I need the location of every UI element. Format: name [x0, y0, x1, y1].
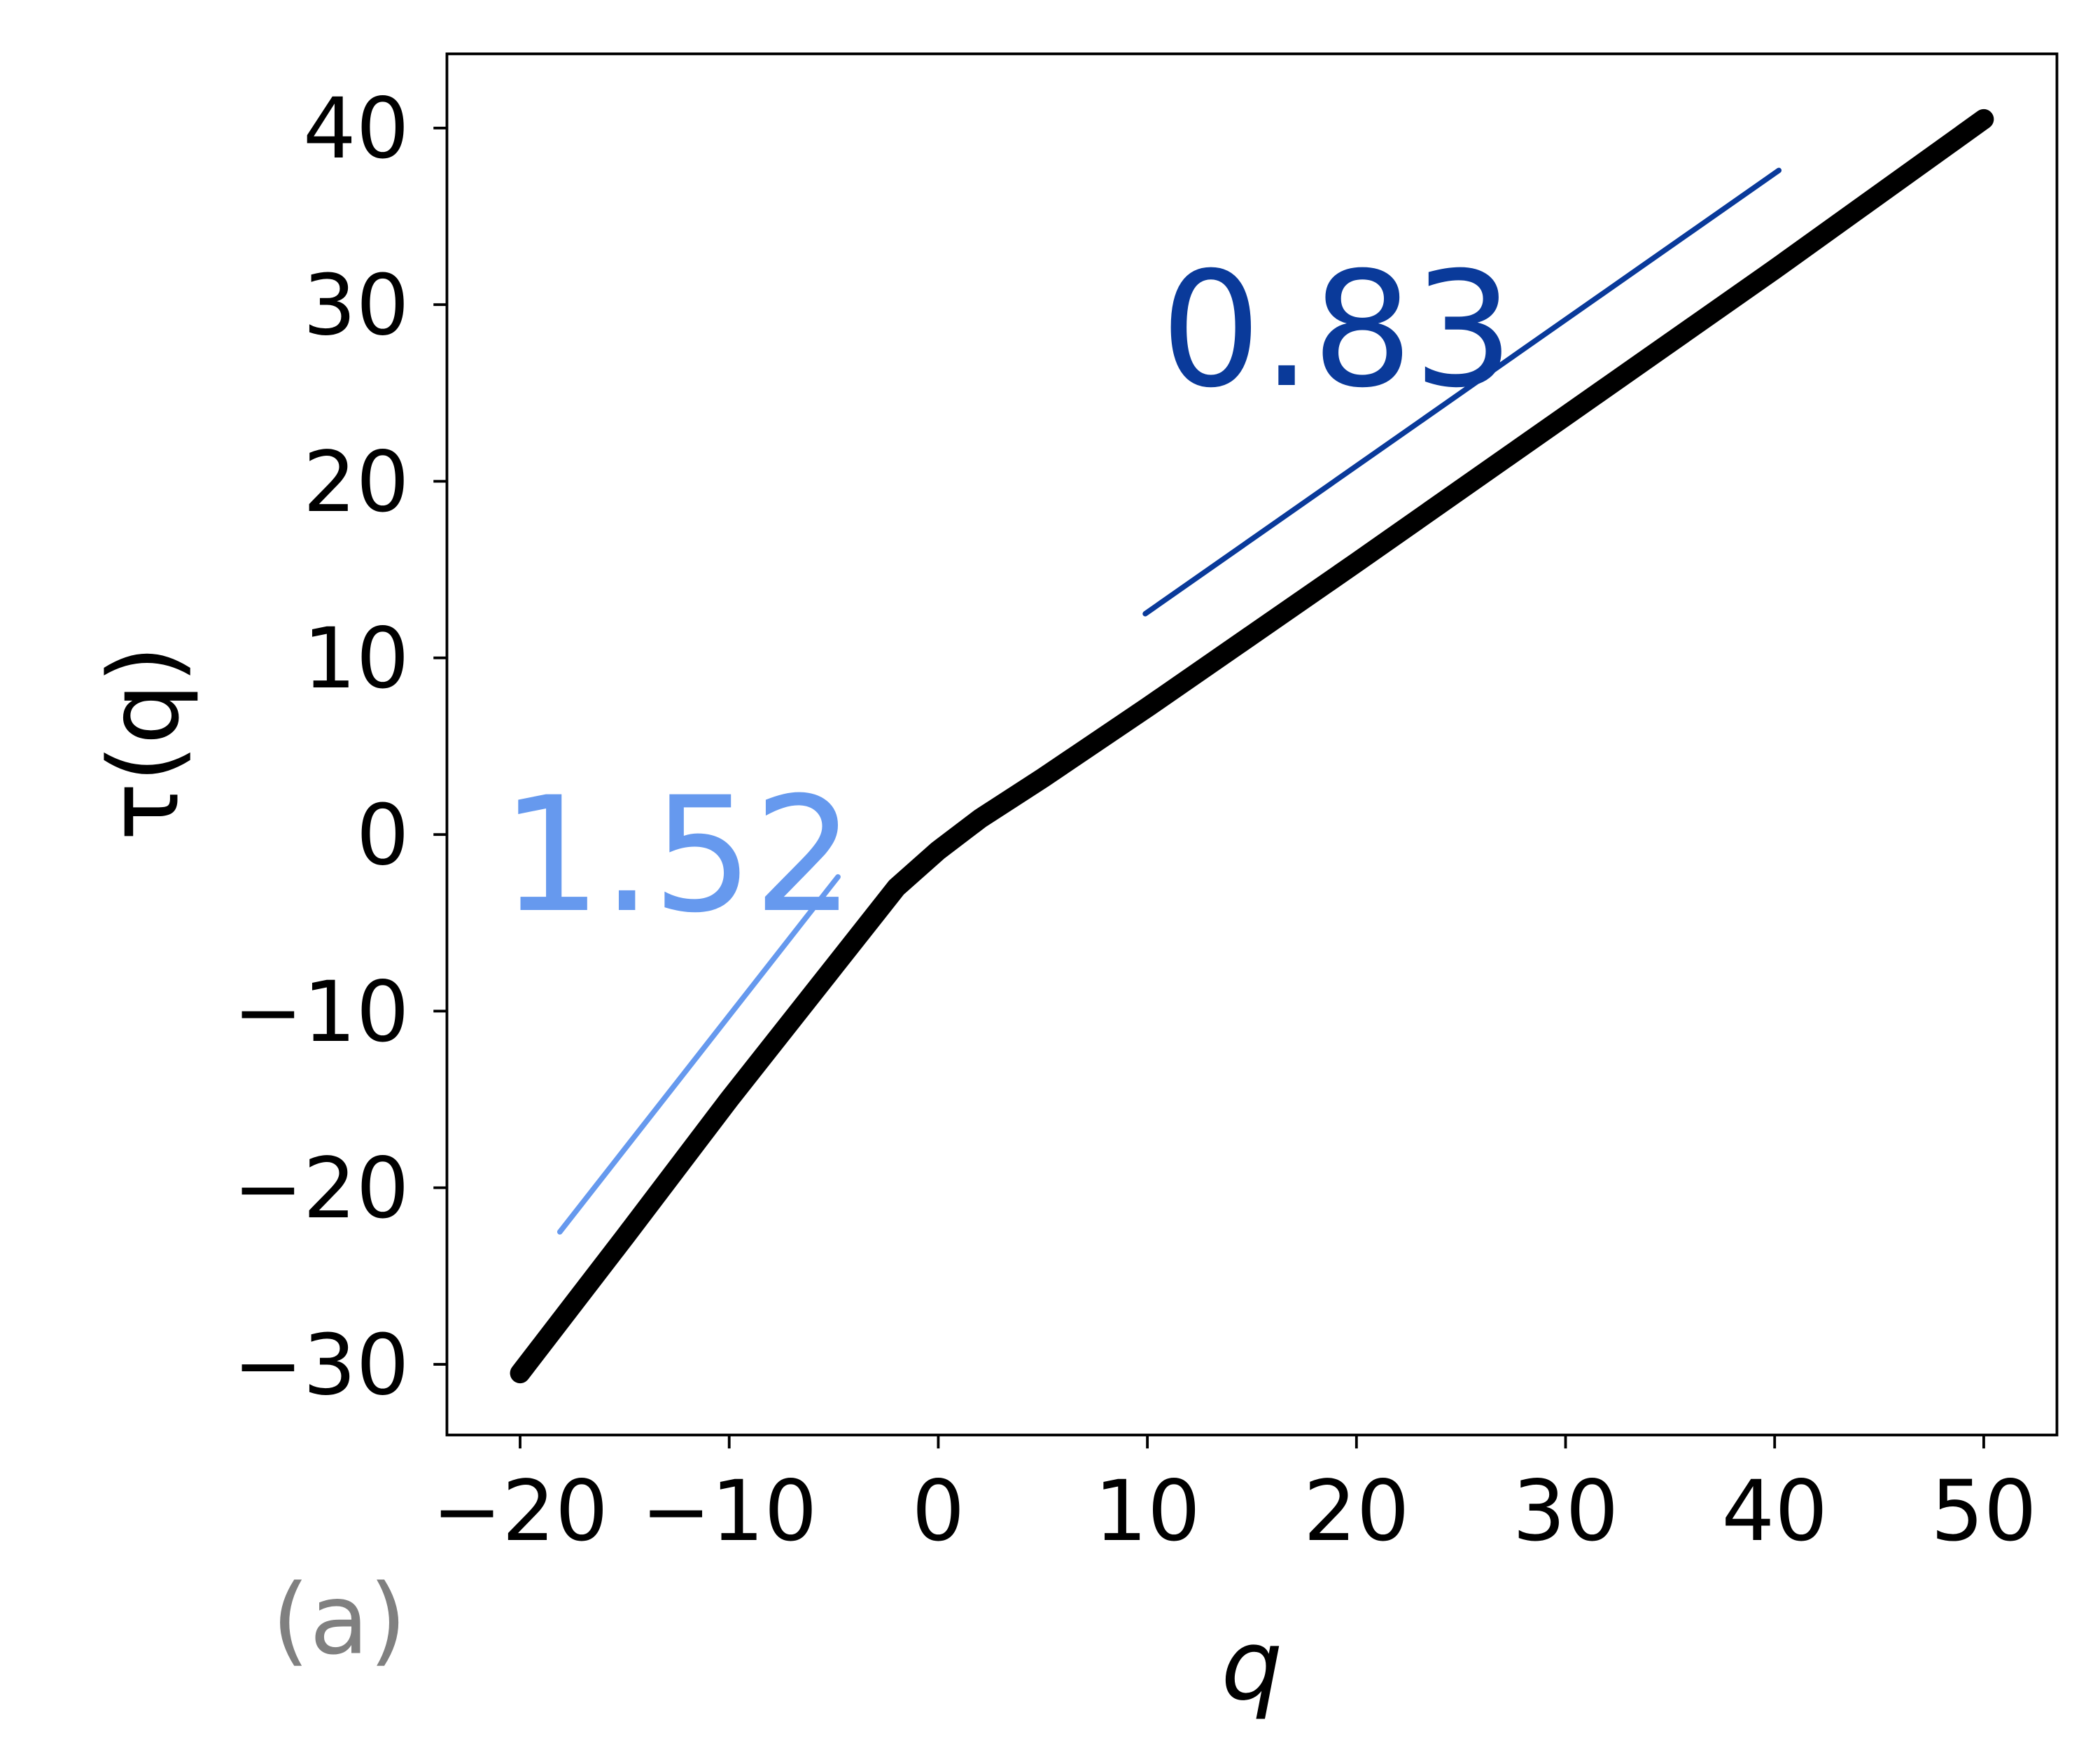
- y-tick-label: −20: [233, 1140, 410, 1238]
- panel-label: (a): [272, 1563, 407, 1676]
- x-tick-label: 40: [1721, 1463, 1828, 1560]
- x-tick-label: 10: [1094, 1463, 1200, 1560]
- x-tick-label: −10: [641, 1463, 818, 1560]
- plot-frame: [445, 52, 2059, 1436]
- y-tick-label: 10: [303, 610, 410, 708]
- y-tick-label: 0: [356, 787, 410, 884]
- x-tick-label: 20: [1303, 1463, 1410, 1560]
- slope-guide: [1142, 167, 1782, 617]
- x-tick-label: 50: [1931, 1463, 2037, 1560]
- y-axis-label: τ(q): [87, 645, 200, 841]
- x-axis-label: q: [1222, 1609, 1283, 1722]
- x-tick-label: 30: [1513, 1463, 1619, 1560]
- y-tick-label: −10: [233, 964, 410, 1061]
- y-tick-label: 20: [303, 434, 410, 531]
- y-tick-label: −30: [233, 1317, 410, 1414]
- x-tick-label: −20: [432, 1463, 608, 1560]
- data-line: [510, 108, 1994, 1384]
- slope-annotation: 1.52: [500, 762, 854, 948]
- x-tick-label: 0: [911, 1463, 965, 1560]
- y-tick-label: 40: [303, 80, 410, 178]
- slope-annotation: 0.83: [1161, 237, 1514, 423]
- y-tick-label: 30: [303, 258, 410, 355]
- slope-guide: [556, 874, 841, 1235]
